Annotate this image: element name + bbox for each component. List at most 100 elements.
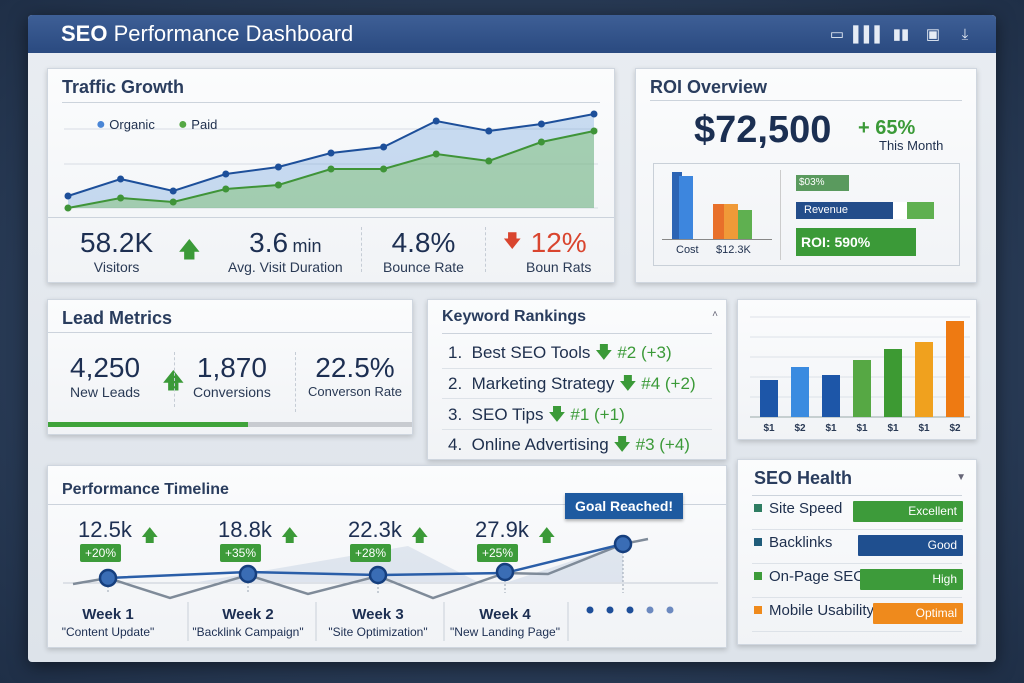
arrow-up-icon: 🡅	[162, 368, 185, 393]
week-marker	[98, 568, 118, 588]
collapse-icon[interactable]: ˄	[712, 309, 718, 320]
bar-chart-panel: $1 $2 $1 $1 $1 $1 $2	[737, 299, 977, 440]
week-label: Week 2	[222, 606, 274, 623]
panel-title: Performance Timeline	[62, 481, 229, 498]
point-paid	[327, 165, 335, 173]
keyword-item[interactable]: 1. Best SEO Tools 🡇 #2 (+3)	[448, 343, 672, 362]
stat-duration: 3.6 min Avg. Visit Duration	[228, 227, 343, 275]
roi-amount: $72,500	[694, 109, 832, 151]
pager-dot	[646, 606, 654, 614]
pager-dot	[666, 606, 674, 614]
keyword-rankings-panel: Keyword Rankings ˄ 1. Best SEO Tools 🡇 #…	[427, 299, 727, 460]
monitor-icon[interactable]: ▭	[829, 26, 845, 43]
download-icon[interactable]: ⤓	[961, 25, 969, 43]
week-label: Week 1	[82, 606, 134, 623]
legend-organic: ● Organic	[96, 116, 155, 133]
panel-title: SEO Health	[754, 468, 853, 488]
bar	[822, 375, 840, 417]
point-organic	[64, 192, 72, 200]
arrow-up-icon: 🡅	[281, 526, 299, 545]
roi-change: + 65%	[858, 117, 916, 139]
stat-bounce-rate: 4.8% Bounce Rate	[383, 227, 464, 275]
week-marker	[495, 562, 515, 582]
traffic-growth-panel: Traffic Growth ● Organic ● Paid 58.2K Vis…	[47, 68, 615, 283]
bar-label: $1	[918, 423, 930, 434]
week-change-badge: +35%	[220, 544, 262, 562]
stat-visitors: 58.2K Visitors	[80, 227, 154, 275]
point-paid	[537, 138, 545, 146]
roi-overview-panel: ROI Overview $72,500 + 65% This Month Co…	[635, 68, 977, 283]
point-organic	[485, 127, 493, 135]
week-value: 12.5k	[78, 517, 132, 542]
cost-label: Cost	[676, 244, 699, 256]
bar-label: $1	[887, 423, 899, 434]
point-organic	[117, 175, 125, 183]
stat-conversion-rate: 22.5% Converson Rate	[308, 352, 402, 399]
arrow-up-icon: 🡅	[411, 526, 429, 545]
health-item-label: Mobile Usability	[754, 602, 874, 619]
point-paid	[485, 157, 493, 165]
point-paid	[274, 181, 282, 189]
pager-dot	[626, 606, 634, 614]
bar-chart: $1 $2 $1 $1 $1 $1 $2	[750, 316, 970, 434]
point-organic	[590, 110, 598, 118]
columns-icon[interactable]: ▮▮	[892, 26, 910, 43]
week-description: "Site Optimization"	[328, 625, 428, 639]
stat-new-leads: 4,250 New Leads	[70, 352, 141, 400]
point-organic	[222, 170, 230, 178]
health-status-badge: Optimal	[873, 603, 963, 624]
bar	[915, 342, 933, 417]
health-item-label: Backlinks	[754, 534, 832, 551]
week-marker	[613, 534, 633, 554]
point-paid	[169, 198, 177, 206]
roi-period: This Month	[879, 138, 944, 153]
week-description: "New Landing Page"	[450, 625, 560, 639]
arrow-up-icon: 🡅	[141, 526, 159, 545]
bar-label: $1	[856, 423, 868, 434]
keyword-item[interactable]: 2. Marketing Strategy 🡇 #4 (+2)	[448, 374, 696, 393]
panel-title: Traffic Growth	[62, 77, 185, 97]
traffic-chart	[64, 110, 598, 212]
keyword-item[interactable]: 3. SEO Tips 🡇 #1 (+1)	[448, 405, 625, 424]
seo-health-panel: SEO Health ▼ Site Speed Excellent Backli…	[737, 459, 977, 645]
bar	[853, 360, 871, 417]
point-organic	[327, 149, 335, 157]
bar-label: $2	[794, 423, 806, 434]
health-status-badge: High	[860, 569, 963, 590]
point-paid	[380, 165, 388, 173]
week-change-badge: +25%	[477, 544, 519, 562]
bar-label: $1	[825, 423, 837, 434]
health-item-label: On-Page SEO	[754, 568, 865, 585]
timeline-chart	[63, 534, 718, 641]
week-label: Week 3	[352, 606, 404, 623]
legend-paid: ● Paid	[178, 116, 218, 133]
point-paid	[432, 150, 440, 158]
point-organic	[432, 117, 440, 125]
arrow-up-icon: 🡅	[178, 237, 201, 262]
pager-dot	[586, 606, 594, 614]
week-label: Week 4	[479, 606, 531, 623]
point-paid	[222, 185, 230, 193]
dropdown-icon[interactable]: ▼	[956, 472, 966, 483]
stat-conversions: 1,870 Conversions	[193, 352, 271, 400]
point-organic	[274, 163, 282, 171]
lead-progress-bar	[48, 422, 412, 427]
roi-breakdown: Cost $12.3K $03% Revenue ROI: 590%	[653, 163, 960, 266]
health-status-badge: Good	[858, 535, 963, 556]
week-change-badge: +20%	[80, 544, 122, 562]
panel-title: Keyword Rankings	[442, 308, 587, 325]
week-value: 18.8k	[218, 517, 272, 542]
point-organic	[169, 187, 177, 195]
bar	[884, 349, 902, 417]
calendar-icon[interactable]: ▣	[925, 26, 941, 43]
bar	[791, 367, 809, 417]
keyword-item[interactable]: 4. Online Advertising 🡇 #3 (+4)	[448, 435, 690, 454]
week-value: 27.9k	[475, 517, 529, 542]
health-item-label: Site Speed	[754, 500, 842, 517]
pager-dot	[606, 606, 614, 614]
bar-label: $1	[763, 423, 775, 434]
title-bar: SEO Performance Dashboard ▭ ▌▌▌ ▮▮ ▣ ⤓	[28, 15, 996, 53]
panel-title: ROI Overview	[650, 77, 768, 97]
roi-bar-1: $03%	[796, 175, 849, 191]
bar-chart-icon[interactable]: ▌▌▌	[853, 25, 885, 43]
